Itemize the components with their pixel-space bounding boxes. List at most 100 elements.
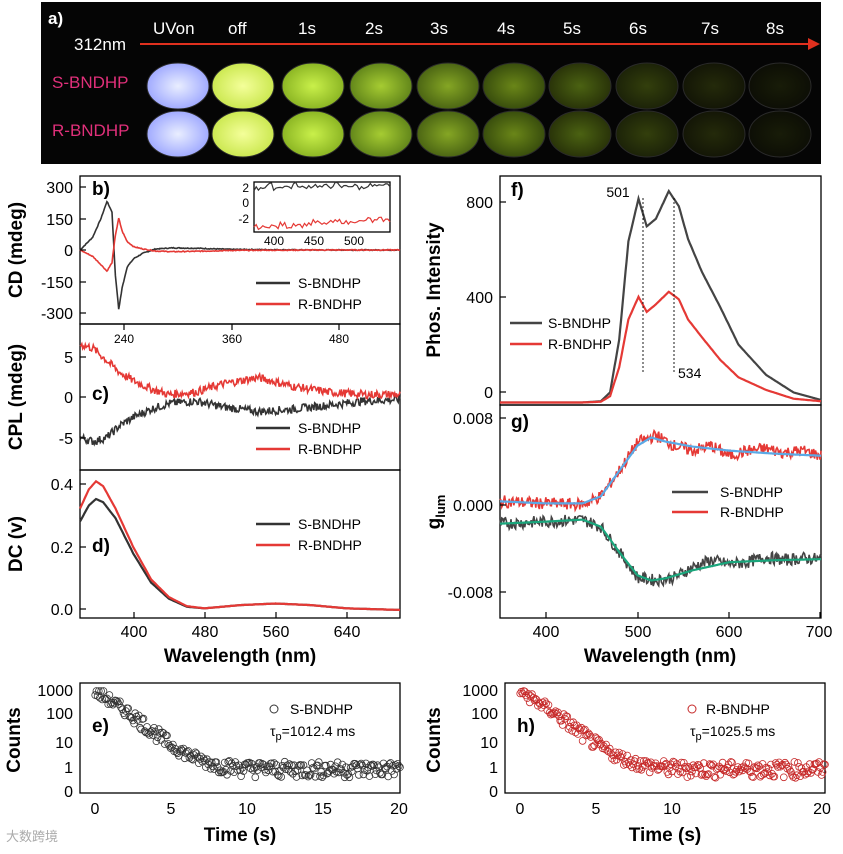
decay-h-point: [584, 729, 593, 738]
x-ticks-d: 400 480 560 640: [121, 612, 361, 641]
y-ticks-h: 1000 100 10 1 0: [462, 683, 498, 801]
axes-frame-d: [79, 469, 401, 619]
legend-f-r: R-BNDHP: [548, 336, 612, 352]
ytick-e-10: 10: [55, 735, 73, 752]
decay-e-point: [163, 731, 171, 740]
decay-h-point: [803, 769, 812, 778]
axes-frame-g: [499, 404, 822, 619]
xtick-d-480: 480: [192, 624, 219, 641]
excitation-label: 312nm: [74, 35, 126, 54]
decay-h-point: [578, 737, 587, 745]
decay-h-point: [699, 759, 708, 767]
decay-h-point: [728, 758, 736, 767]
decay-h-point: [648, 764, 656, 772]
xtick-d-560: 560: [263, 624, 290, 641]
axes-frame-h: [504, 682, 826, 794]
decay-h-point: [722, 767, 730, 775]
decay-e-point: [191, 748, 200, 757]
peak-annot-534: 534: [678, 365, 702, 381]
legend-h: R-BNDHP: [706, 701, 770, 717]
x-ticks-e: 0 5 10 15 20: [91, 801, 408, 818]
decay-h-point: [784, 762, 793, 771]
row-label-s: S-BNDHP: [52, 73, 129, 92]
decay-h-point: [608, 754, 616, 763]
decay-e-point: [105, 691, 114, 699]
dish-s-3: [349, 62, 413, 110]
ytick-b-m300: -300: [41, 306, 73, 323]
inset-xtick-400: 400: [264, 234, 284, 248]
decay-e-point: [347, 767, 356, 776]
legend-d-s: S-BNDHP: [298, 516, 361, 532]
decay-h-point: [792, 771, 801, 779]
time-label-6s: 6s: [629, 19, 647, 38]
series-g-r-bndhp: [499, 428, 822, 513]
decay-h-point: [785, 766, 794, 774]
decay-h-point: [606, 749, 615, 757]
ytick-e-1000: 1000: [37, 683, 73, 700]
inset-ytick-m2: -2: [238, 212, 249, 226]
xtick-h-15: 15: [739, 801, 757, 818]
xlabel-h: Time (s): [629, 825, 702, 846]
decay-e-point: [150, 723, 158, 732]
decay-h-point: [731, 767, 740, 776]
time-label-uvon: UVon: [153, 19, 195, 38]
xtick-g-600: 600: [716, 624, 743, 641]
legend-b-s: S-BNDHP: [298, 275, 361, 291]
dish-s-2: [281, 62, 345, 110]
decay-e-point: [376, 768, 384, 777]
decay-h-point: [597, 739, 606, 748]
decay-e-point: [297, 761, 306, 769]
series-b-r-bndhp: [79, 217, 401, 273]
dish-s-0: [146, 62, 210, 110]
decay-h-point: [702, 772, 710, 780]
decay-e-point: [373, 761, 382, 769]
xtick-d-640: 640: [334, 624, 361, 641]
panel-label-c: c): [92, 384, 109, 405]
decay-h-point: [589, 743, 597, 751]
decay-e-point: [99, 687, 108, 695]
panel-label-g: g): [511, 412, 529, 433]
plot-area-d: [79, 479, 401, 612]
decay-e-point: [331, 762, 340, 771]
panel-label-d: d): [92, 536, 110, 557]
xtick-h-5: 5: [592, 801, 601, 818]
decay-e-point: [222, 765, 230, 774]
decay-h-point: [631, 754, 640, 763]
decay-h-point: [774, 763, 782, 771]
legend-f-s: S-BNDHP: [548, 315, 611, 331]
decay-h-point: [674, 770, 682, 778]
decay-e-point: [270, 759, 278, 767]
decay-h-point: [809, 765, 817, 773]
y-ticks-e: 1000 100 10 1 0: [37, 683, 73, 801]
y-ticks-g: 0.008 0.000 -0.008: [448, 411, 506, 602]
decay-h-point: [544, 701, 553, 709]
legend-d-r: R-BNDHP: [298, 537, 362, 553]
series-d-r-bndhp: [79, 479, 401, 612]
plot-area-b: [79, 200, 401, 310]
decay-h-point: [592, 734, 601, 743]
row-label-r: R-BNDHP: [52, 121, 129, 140]
decay-h-point: [605, 744, 614, 753]
plot-area-g: [499, 428, 822, 589]
decay-e-point: [280, 757, 289, 766]
decay-e-point: [139, 714, 148, 723]
legend-g-r: R-BNDHP: [720, 504, 784, 520]
decay-h-point: [536, 700, 544, 708]
decay-e-point: [374, 763, 383, 771]
time-label-3s: 3s: [430, 19, 448, 38]
decay-e-point: [259, 760, 268, 769]
decay-e-point: [322, 761, 330, 770]
decay-e-point: [93, 692, 102, 700]
decay-e-point: [212, 758, 221, 766]
ytick-d-02: 0.2: [51, 540, 73, 557]
decay-e-point: [251, 773, 260, 782]
decay-e-point: [291, 767, 300, 776]
ytick-d-04: 0.4: [51, 477, 73, 494]
series-f-s-bndhp: [500, 188, 822, 404]
decay-e-point: [380, 764, 389, 772]
axes-frame-e: [79, 682, 401, 794]
dish-s-4: [416, 62, 480, 110]
decay-e-point: [293, 766, 302, 774]
dish-r-8: [682, 110, 746, 158]
